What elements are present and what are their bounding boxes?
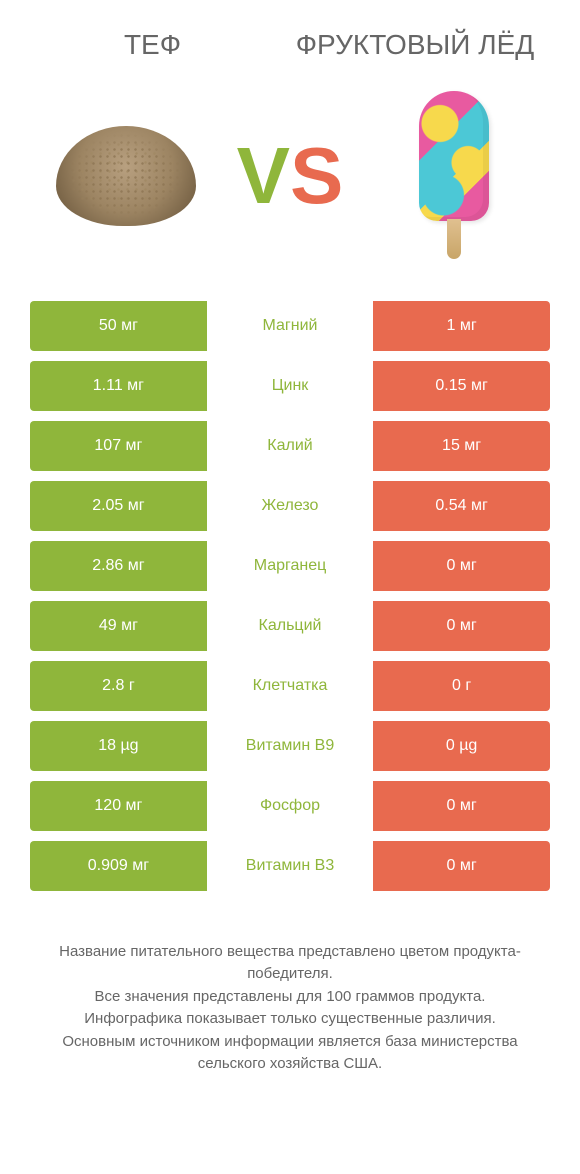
vs-letter-v: V [237, 136, 290, 216]
title-left: ТЕФ [40, 30, 265, 61]
cell-right-value: 15 мг [373, 421, 550, 471]
cell-right-value: 0 мг [373, 601, 550, 651]
cell-left-value: 2.86 мг [30, 541, 207, 591]
teff-grain-icon [46, 96, 206, 256]
cell-nutrient-name: Железо [207, 481, 373, 531]
title-right: ФРУКТОВЫЙ ЛЁД [290, 30, 540, 61]
cell-nutrient-name: Магний [207, 301, 373, 351]
vs-row: VS [0, 71, 580, 301]
footer-line: Все значения представлены для 100 граммо… [30, 986, 550, 1009]
cell-nutrient-name: Клетчатка [207, 661, 373, 711]
table-row: 18 µgВитамин B90 µg [30, 721, 550, 771]
table-row: 49 мгКальций0 мг [30, 601, 550, 651]
cell-nutrient-name: Витамин B3 [207, 841, 373, 891]
footer: Название питательного вещества представл… [0, 901, 580, 1076]
popsicle-icon [374, 96, 534, 256]
table-row: 0.909 мгВитамин B30 мг [30, 841, 550, 891]
cell-right-value: 0 мг [373, 541, 550, 591]
table-row: 1.11 мгЦинк0.15 мг [30, 361, 550, 411]
cell-left-value: 0.909 мг [30, 841, 207, 891]
cell-nutrient-name: Цинк [207, 361, 373, 411]
cell-left-value: 50 мг [30, 301, 207, 351]
vs-letter-s: S [290, 136, 343, 216]
footer-line: Основным источником информации является … [30, 1031, 550, 1076]
cell-nutrient-name: Калий [207, 421, 373, 471]
cell-right-value: 0 µg [373, 721, 550, 771]
cell-left-value: 2.8 г [30, 661, 207, 711]
footer-line: Название питательного вещества представл… [30, 941, 550, 986]
table-row: 2.86 мгМарганец0 мг [30, 541, 550, 591]
cell-left-value: 107 мг [30, 421, 207, 471]
cell-right-value: 0 мг [373, 781, 550, 831]
cell-left-value: 2.05 мг [30, 481, 207, 531]
cell-nutrient-name: Фосфор [207, 781, 373, 831]
cell-left-value: 120 мг [30, 781, 207, 831]
table-row: 107 мгКалий15 мг [30, 421, 550, 471]
cell-right-value: 0.54 мг [373, 481, 550, 531]
cell-right-value: 1 мг [373, 301, 550, 351]
table-row: 2.8 гКлетчатка0 г [30, 661, 550, 711]
comparison-table: 50 мгМагний1 мг1.11 мгЦинк0.15 мг107 мгК… [0, 301, 580, 891]
cell-right-value: 0 г [373, 661, 550, 711]
cell-left-value: 49 мг [30, 601, 207, 651]
cell-left-value: 1.11 мг [30, 361, 207, 411]
cell-right-value: 0.15 мг [373, 361, 550, 411]
footer-line: Инфографика показывает только существенн… [30, 1008, 550, 1031]
table-row: 50 мгМагний1 мг [30, 301, 550, 351]
table-row: 2.05 мгЖелезо0.54 мг [30, 481, 550, 531]
vs-label: VS [237, 136, 344, 216]
table-row: 120 мгФосфор0 мг [30, 781, 550, 831]
cell-left-value: 18 µg [30, 721, 207, 771]
cell-nutrient-name: Марганец [207, 541, 373, 591]
cell-nutrient-name: Витамин B9 [207, 721, 373, 771]
cell-nutrient-name: Кальций [207, 601, 373, 651]
header: ТЕФ ФРУКТОВЫЙ ЛЁД [0, 0, 580, 71]
cell-right-value: 0 мг [373, 841, 550, 891]
